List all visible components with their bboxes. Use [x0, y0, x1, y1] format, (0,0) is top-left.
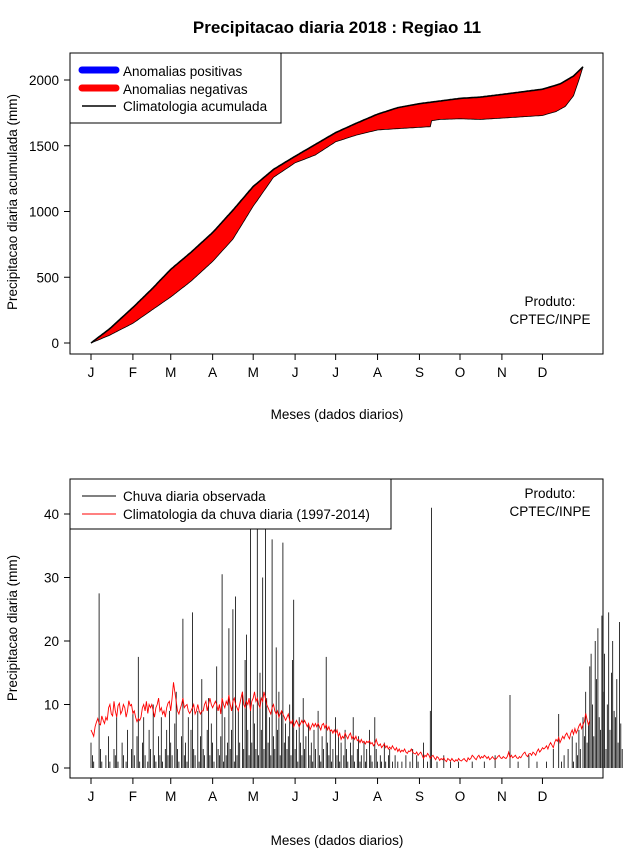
- product-annotation-line1: Produto:: [524, 486, 575, 501]
- accumulated-panel: 0 500 1000 1500 2000 J F M A M J J A S O N D Precipitac…: [5, 52, 604, 422]
- daily-x-tick-label: S: [415, 789, 424, 804]
- legend-label-climatology: Climatologia acumulada: [123, 99, 268, 114]
- daily-y-tick-label: 20: [44, 634, 59, 649]
- accumulated-y-tick-label: 0: [51, 336, 59, 351]
- negative-anomaly-area: [91, 66, 583, 344]
- accumulated-y-tick-label: 1500: [29, 139, 59, 154]
- accumulated-x-tick-label: S: [415, 365, 424, 380]
- accumulated-x-tick-label: O: [455, 365, 466, 380]
- daily-y-tick-label: 40: [44, 507, 59, 522]
- daily-x-tick-label: J: [292, 789, 299, 804]
- accumulated-y-tick-label: 1000: [29, 205, 59, 220]
- accumulated-x-tick-label: M: [165, 365, 176, 380]
- daily-x-tick-label: D: [538, 789, 548, 804]
- accumulated-y-tick-label: 500: [36, 270, 59, 285]
- daily-x-tick-label: A: [373, 789, 382, 804]
- daily-x-tick-label: J: [88, 789, 95, 804]
- accumulated-x-tick-label: J: [332, 365, 339, 380]
- daily-x-tick-label: O: [455, 789, 466, 804]
- accumulated-x-tick-label: D: [538, 365, 548, 380]
- accumulated-plot-area: [90, 66, 584, 344]
- accumulated-x-tick-label: A: [208, 365, 217, 380]
- daily-y-tick-label: 10: [44, 698, 59, 713]
- daily-x-label: Meses (dados diarios): [271, 833, 404, 848]
- daily-x-tick-label: A: [208, 789, 217, 804]
- accumulated-y-tick-label: 2000: [29, 73, 59, 88]
- accumulated-y-axis: 0 500 1000 1500 2000: [29, 73, 71, 351]
- daily-y-label: Precipitacao diaria (mm): [5, 555, 20, 701]
- legend-label-negative: Anomalias negativas: [123, 82, 248, 97]
- observed-accumulated-line: [90, 66, 584, 344]
- legend-label-observed: Chuva diaria observada: [123, 489, 266, 504]
- accumulated-x-tick-label: A: [373, 365, 382, 380]
- daily-x-tick-label: M: [248, 789, 259, 804]
- daily-x-tick-label: M: [165, 789, 176, 804]
- climatology-accumulated-line: [90, 66, 584, 344]
- accumulated-x-tick-label: F: [129, 365, 137, 380]
- daily-x-tick-label: N: [497, 789, 507, 804]
- daily-panel: 0 10 20 30 40 J F M A M J J A S O N D Precipitacao diar…: [5, 478, 623, 848]
- legend-box: [69, 478, 392, 530]
- daily-x-tick-label: F: [129, 789, 137, 804]
- chart-title: Precipitacao diaria 2018 : Regiao 11: [193, 18, 481, 37]
- daily-legend: Chuva diaria observada Climatologia da c…: [69, 478, 392, 530]
- accumulated-legend: Anomalias positivas Anomalias negativas …: [69, 52, 282, 124]
- product-annotation-line1: Produto:: [524, 294, 575, 309]
- legend-label-climatology-daily: Climatologia da chuva diaria (1997-2014): [123, 507, 370, 522]
- climatology-daily-line: [90, 682, 591, 763]
- observed-daily-bars: [90, 479, 623, 768]
- accumulated-x-tick-label: J: [292, 365, 299, 380]
- accumulated-x-label: Meses (dados diarios): [271, 407, 404, 422]
- accumulated-x-tick-label: J: [88, 365, 95, 380]
- legend-label-positive: Anomalias positivas: [123, 64, 243, 79]
- accumulated-y-label: Precipitacao diaria acumulada (mm): [5, 94, 20, 310]
- daily-y-tick-label: 30: [44, 571, 59, 586]
- product-annotation-line2: CPTEC/INPE: [509, 312, 590, 327]
- daily-x-tick-label: J: [332, 789, 339, 804]
- daily-y-tick-label: 0: [51, 761, 59, 776]
- accumulated-x-tick-label: N: [497, 365, 507, 380]
- accumulated-x-tick-label: M: [248, 365, 259, 380]
- product-annotation-line2: CPTEC/INPE: [509, 504, 590, 519]
- daily-y-axis: 0 10 20 30 40: [44, 507, 71, 776]
- daily-plot-area: [90, 479, 623, 768]
